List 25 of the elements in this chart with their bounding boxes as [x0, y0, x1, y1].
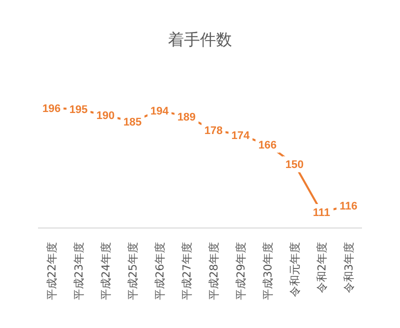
x-tick-label: 令和2年度 — [316, 242, 328, 293]
data-label: 174 — [231, 130, 251, 142]
x-tick-label: 平成22年度 — [46, 242, 58, 300]
x-tick-label: 平成25年度 — [126, 242, 140, 300]
data-label: 116 — [340, 200, 358, 213]
data-label: 166 — [258, 140, 277, 152]
x-tick-label: 平成23年度 — [72, 242, 86, 300]
x-tick-label: 平成27年度 — [180, 242, 194, 300]
data-label: 178 — [204, 124, 223, 137]
data-label: 189 — [177, 111, 196, 124]
x-tick-label: 平成29年度 — [234, 242, 248, 300]
x-tick-label: 平成26年度 — [154, 242, 166, 300]
x-tick-label: 令和3年度 — [342, 242, 356, 293]
x-tick-label: 平成30年度 — [262, 242, 274, 300]
data-label: 190 — [96, 110, 115, 122]
data-label: 111 — [312, 206, 330, 219]
data-label: 196 — [42, 102, 61, 115]
x-tick-label: 令和元年度 — [288, 242, 302, 297]
x-tick-label: 平成28年度 — [208, 242, 220, 300]
data-label: 150 — [285, 159, 304, 172]
x-tick-label: 平成24年度 — [100, 242, 112, 300]
data-label: 195 — [69, 104, 88, 116]
data-label: 194 — [150, 105, 170, 118]
data-label: 185 — [123, 116, 142, 128]
chart-title: 着手件数 — [168, 30, 232, 49]
